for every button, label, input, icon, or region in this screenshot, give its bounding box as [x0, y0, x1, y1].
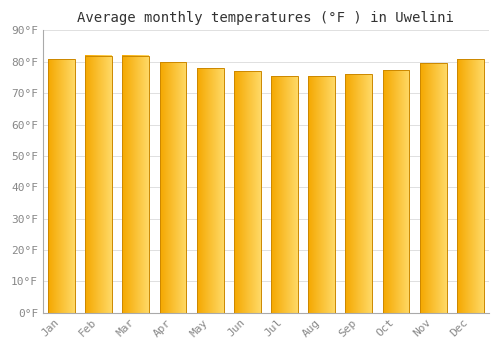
- Bar: [346, 74, 372, 313]
- Bar: [122, 56, 149, 313]
- Bar: [271, 76, 298, 313]
- Bar: [48, 59, 75, 313]
- Bar: [457, 59, 483, 313]
- Title: Average monthly temperatures (°F ) in Uwelini: Average monthly temperatures (°F ) in Uw…: [78, 11, 454, 25]
- Bar: [382, 70, 409, 313]
- Bar: [160, 62, 186, 313]
- Bar: [197, 68, 224, 313]
- Bar: [234, 71, 260, 313]
- Bar: [308, 76, 335, 313]
- Bar: [86, 56, 112, 313]
- Bar: [420, 63, 446, 313]
